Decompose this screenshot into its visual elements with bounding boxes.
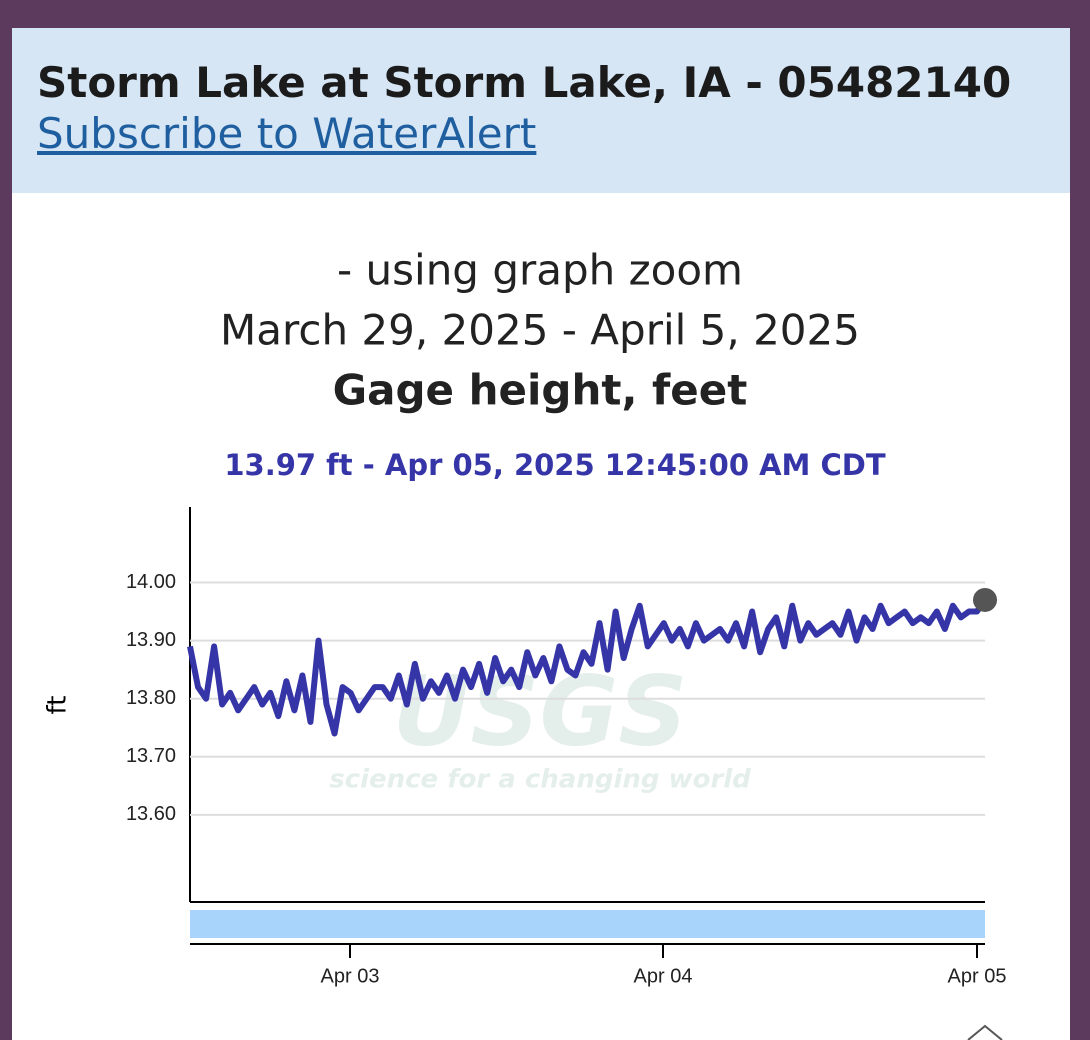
site-title: Storm Lake at Storm Lake, IA - 05482140	[37, 58, 1012, 107]
y-tick-label: 13.80	[126, 687, 176, 709]
y-tick-label: 13.60	[126, 803, 176, 825]
x-tick-label: Apr 05	[948, 965, 1007, 987]
x-tick-label: Apr 04	[634, 965, 693, 987]
header: Storm Lake at Storm Lake, IA - 05482140 …	[12, 28, 1070, 193]
y-axis-label: ft	[43, 696, 73, 715]
watermark-tagline: science for a changing world	[329, 765, 751, 795]
expand-chevron[interactable]	[967, 1024, 1003, 1040]
chart-title: Gage height, feet	[333, 366, 748, 415]
hover-point	[973, 587, 997, 612]
watermark-logo: USGS	[392, 655, 687, 767]
watermark: USGS science for a changing world	[329, 655, 751, 794]
x-tick-label: Apr 03	[321, 965, 380, 987]
y-tick-label: 14.00	[126, 571, 176, 593]
date-range: March 29, 2025 - April 5, 2025	[220, 306, 860, 355]
y-tick-label: 13.70	[126, 745, 176, 767]
site-card: Storm Lake at Storm Lake, IA - 05482140 …	[12, 28, 1070, 1040]
subscribe-link[interactable]: Subscribe to WaterAlert	[37, 109, 537, 158]
series-line	[187, 598, 988, 737]
brush-bar[interactable]	[190, 910, 985, 938]
y-tick-label: 13.90	[126, 629, 176, 651]
tooltip: 13.97 ft - Apr 05, 2025 12:45:00 AM CDT	[224, 448, 886, 482]
chart-subtitle: - using graph zoom	[337, 246, 743, 295]
